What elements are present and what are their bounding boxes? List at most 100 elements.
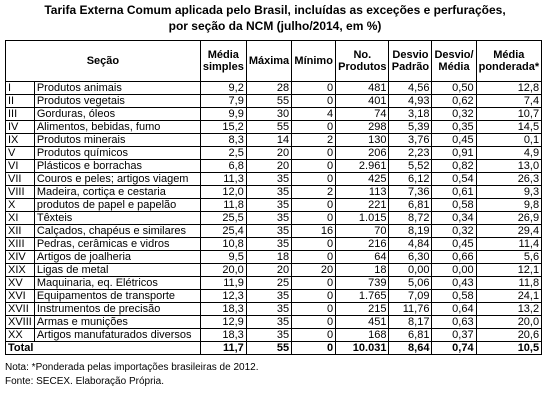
section-cell: VII [5,172,35,186]
value-cell: 0,50 [431,81,477,95]
value-cell: 35 [245,211,293,225]
value-cell: 0 [291,159,337,173]
value-cell: 9,5 [199,250,247,264]
value-cell: 55 [245,120,293,134]
table-row: XIX Ligas de metal 20,0 20 20 18 0,00 0,00 12,1 [5,263,543,277]
value-cell: 5,06 [388,276,433,290]
value-cell: 20 [245,159,293,173]
value-cell: 35 [245,198,293,212]
value-cell: 11,4 [475,237,543,251]
header-cell: Máxima [245,40,293,82]
value-cell: 1.015 [335,211,390,225]
value-cell: 0 [291,341,337,355]
section-cell: IX [5,133,35,147]
value-cell: 4,9 [475,146,543,160]
value-cell: 20 [245,263,293,277]
value-cell: 26,9 [475,211,543,225]
value-cell: 0,58 [431,289,477,303]
value-cell: 35 [245,224,293,238]
value-cell: 18 [335,263,390,277]
section-cell: produtos de papel e papelão [33,198,201,212]
section-cell: I [5,81,35,95]
section-cell: Equipamentos de transporte [33,289,201,303]
header-cell: Média ponderada* [475,40,543,82]
value-cell: 2 [291,133,337,147]
value-cell: 25,4 [199,224,247,238]
value-cell: 7,09 [388,289,433,303]
value-cell: 9,9 [199,107,247,121]
value-cell: 13,2 [475,302,543,316]
section-cell: XX [5,328,35,342]
value-cell: 64 [335,250,390,264]
value-cell: 0,54 [431,172,477,186]
value-cell: 74 [335,107,390,121]
value-cell: 10,5 [475,341,543,355]
table: Seção Média simples Máxima Mínimo No. Produt… [5,40,543,355]
table-row: XVIII Armas e munições 12,9 35 0 451 8,17 0,63 2… [5,315,543,329]
value-cell: 4,56 [388,81,433,95]
note: Fonte: SECEX. Elaboração Própria. [5,376,164,387]
value-cell: 7,4 [475,94,543,108]
header-cell: No. Produtos [335,40,390,82]
value-cell: 0,58 [431,198,477,212]
section-cell: XI [5,211,35,225]
table-row: XV Maquinaria, eq. Elétricos 11,9 25 0 739 5,0… [5,276,543,290]
value-cell: 0,00 [388,263,433,277]
value-cell: 0,32 [431,107,477,121]
value-cell: 30 [245,107,293,121]
value-cell: 8,3 [199,133,247,147]
value-cell: 130 [335,133,390,147]
value-cell: 35 [245,315,293,329]
table-row: VIII Madeira, cortiça e cestaria 12,0 35 2 11… [5,185,543,199]
value-cell: 0 [291,172,337,186]
value-cell: 739 [335,276,390,290]
value-cell: 16 [291,224,337,238]
value-cell: 206 [335,146,390,160]
value-cell: 20,0 [199,263,247,277]
value-cell: 5,6 [475,250,543,264]
value-cell: 12,0 [199,185,247,199]
value-cell: 401 [335,94,390,108]
section-cell: Maquinaria, eq. Elétricos [33,276,201,290]
header-cell: Desvio/ Média [431,40,477,82]
value-cell: 0,45 [431,133,477,147]
table-row: XVI Equipamentos de transporte 12,3 35 0 1.76… [5,289,543,303]
value-cell: 9,2 [199,81,247,95]
value-cell: 215 [335,302,390,316]
value-cell: 0,82 [431,159,477,173]
section-cell: Têxteis [33,211,201,225]
value-cell: 18,3 [199,302,247,316]
value-cell: 0,32 [431,224,477,238]
value-cell: 3,76 [388,133,433,147]
value-cell: 55 [245,94,293,108]
value-cell: 20,6 [475,328,543,342]
value-cell: 11,8 [475,276,543,290]
value-cell: 18,3 [199,328,247,342]
title-line: Tarifa Externa Comum aplicada pelo Brasi… [44,3,506,17]
header-cell: Desvio Padrão [388,40,433,82]
table-row: II Produtos vegetais 7,9 55 0 401 4,93 0,62 7,4 [5,94,543,108]
section-cell: VI [5,159,35,173]
value-cell: 2,23 [388,146,433,160]
value-cell: 35 [245,302,293,316]
value-cell: 113 [335,185,390,199]
value-cell: 5,39 [388,120,433,134]
value-cell: 11,76 [388,302,433,316]
value-cell: 25 [245,276,293,290]
table-row: III Gorduras, óleos 9,9 30 4 74 3,18 0,32 10,7 [5,107,543,121]
section-cell: Produtos animais [33,81,201,95]
value-cell: 0 [291,289,337,303]
value-cell: 216 [335,237,390,251]
value-cell: 12,9 [199,315,247,329]
table-row: VII Couros e peles; artigos viagem 11,3 35 0… [5,172,543,186]
value-cell: 24,1 [475,289,543,303]
value-cell: 8,17 [388,315,433,329]
value-cell: 8,72 [388,211,433,225]
total-row: Total 11,7 55 0 10.031 8,64 0,74 10,5 [5,341,543,355]
value-cell: 425 [335,172,390,186]
header-cell: Seção [5,40,201,82]
value-cell: 0 [291,120,337,134]
value-cell: 0,1 [475,133,543,147]
